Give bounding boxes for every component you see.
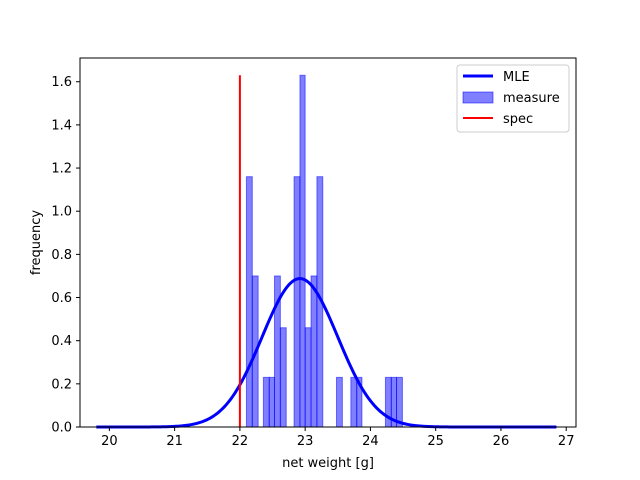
x-tick-label-5: 25 (427, 434, 444, 449)
y-tick-label-1: 0.2 (51, 377, 72, 392)
y-axis-label: frequency (29, 210, 44, 276)
y-tick-label-4: 0.8 (51, 248, 72, 263)
legend-spec-label: spec (503, 112, 533, 127)
x-tick-label-4: 24 (362, 434, 379, 449)
y-tick-label-5: 1.0 (51, 205, 72, 220)
x-axis-label: net weight [g] (282, 456, 374, 471)
histogram-bar-7 (299, 74, 306, 428)
axes-frame (79, 57, 577, 428)
x-tick-label-3: 23 (297, 434, 314, 449)
histogram-bar-16 (396, 376, 403, 428)
legend-box (456, 64, 570, 133)
histogram-bar-8 (304, 327, 312, 428)
y-tick-label-2: 0.4 (51, 334, 72, 349)
y-tick-label-0: 0.0 (51, 421, 72, 436)
histogram-bar-12 (350, 376, 358, 428)
y-tick-label-3: 0.6 (51, 291, 72, 306)
legend-mle-label: MLE (503, 70, 530, 85)
x-tick-label-6: 26 (493, 434, 510, 449)
x-tick-label-7: 27 (558, 434, 575, 449)
legend-measure-label: measure (503, 91, 560, 106)
histogram-bar-9 (310, 275, 318, 428)
histogram-bar-11 (335, 376, 343, 428)
x-axis-ticks: 20 21 22 23 24 25 26 27 (101, 427, 574, 449)
histogram-bar-2 (262, 376, 270, 428)
y-axis-ticks: 0.0 0.2 0.4 0.6 0.8 1.0 1.2 1.4 1.6 (51, 75, 80, 436)
histogram-bar-0 (245, 176, 253, 428)
x-tick-label-1: 21 (166, 434, 183, 449)
x-tick-label-0: 20 (101, 434, 118, 449)
x-tick-label-2: 22 (232, 434, 249, 449)
y-tick-label-8: 1.6 (51, 75, 72, 90)
legend-measure-swatch (462, 91, 494, 104)
legend: MLE measure spec (456, 64, 570, 133)
histogram-bar-6 (293, 176, 301, 428)
histogram-bar-3 (268, 376, 275, 428)
histogram-bar-5 (279, 327, 287, 428)
y-tick-label-7: 1.4 (51, 118, 72, 133)
y-tick-label-6: 1.2 (51, 162, 72, 177)
